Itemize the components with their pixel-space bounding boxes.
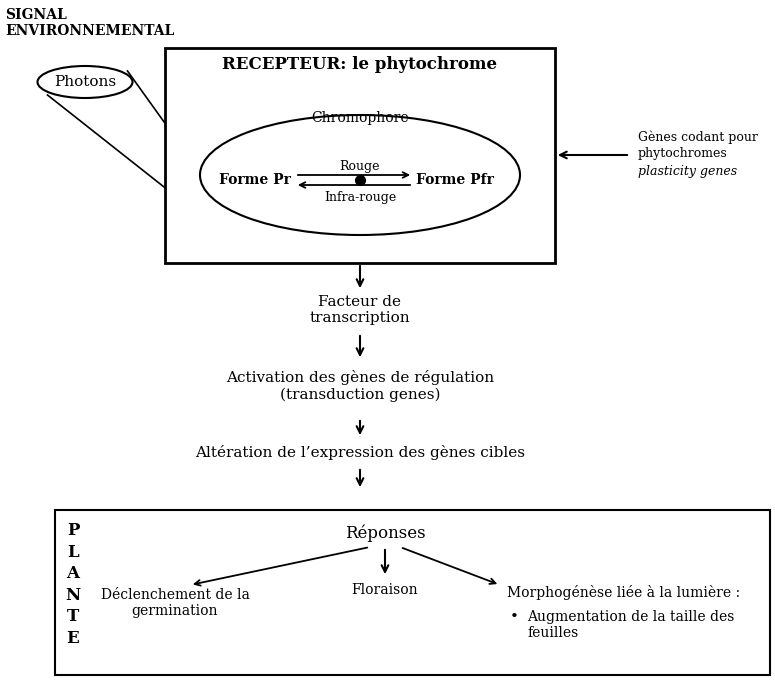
Text: Altération de l’expression des gènes cibles: Altération de l’expression des gènes cib…	[195, 445, 525, 460]
Text: phytochromes: phytochromes	[638, 147, 728, 160]
Text: Gènes codant pour: Gènes codant pour	[638, 130, 758, 144]
Text: plasticity genes: plasticity genes	[638, 165, 737, 178]
Text: Augmentation de la taille des
feuilles: Augmentation de la taille des feuilles	[527, 610, 735, 640]
Bar	[55, 510, 770, 675]
Text: •: •	[510, 610, 519, 624]
Text: Réponses: Réponses	[345, 525, 425, 542]
Text: Rouge: Rouge	[339, 160, 381, 173]
Text: Floraison: Floraison	[352, 583, 419, 597]
Text: Chromophore: Chromophore	[312, 111, 409, 125]
Text: Forme Pfr: Forme Pfr	[416, 173, 494, 187]
Text: Morphogénèse liée à la lumière :: Morphogénèse liée à la lumière :	[507, 585, 740, 600]
Text: Photons: Photons	[54, 75, 116, 89]
Text: Forme Pr: Forme Pr	[219, 173, 291, 187]
Text: Infra-rouge: Infra-rouge	[324, 191, 396, 204]
Text: RECEPTEUR: le phytochrome: RECEPTEUR: le phytochrome	[222, 55, 498, 73]
Text: Déclenchement de la
germination: Déclenchement de la germination	[101, 588, 250, 618]
Text: Facteur de
transcription: Facteur de transcription	[310, 295, 410, 325]
Text: P
L
A
N
T
E: P L A N T E	[65, 522, 81, 647]
Bar	[165, 48, 555, 263]
Text: SIGNAL
ENVIRONNEMENTAL: SIGNAL ENVIRONNEMENTAL	[5, 8, 174, 38]
Text: Activation des gènes de régulation
(transduction genes): Activation des gènes de régulation (tran…	[226, 370, 494, 401]
